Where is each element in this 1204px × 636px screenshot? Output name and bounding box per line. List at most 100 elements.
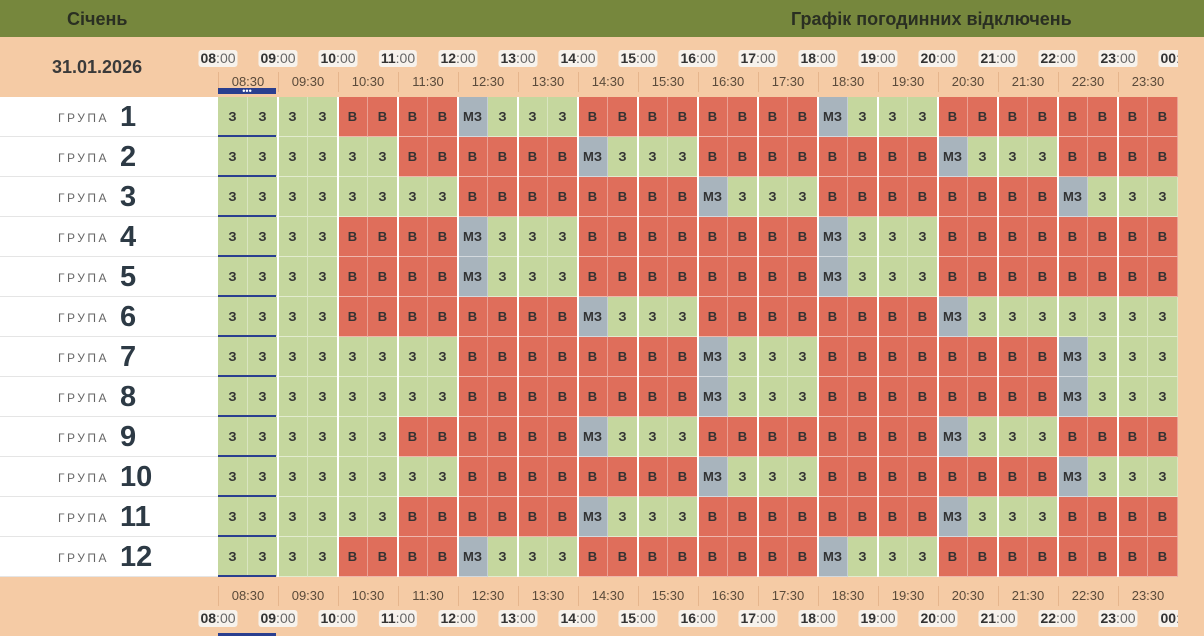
schedule-cell: З [788,177,818,217]
schedule-cell: З [218,337,248,377]
hour-label-19: 19:00 [858,50,898,67]
schedule-cell: З [848,97,878,137]
current-slot-underline [218,375,276,377]
schedule-cell: В [668,377,698,417]
schedule-cell: З [308,177,338,217]
schedule-cell: В [428,497,458,537]
hour-label-09: 09:00 [258,50,298,67]
schedule-cell: З [428,337,458,377]
schedule-cell: В [968,377,998,417]
hour-separator [338,586,339,606]
schedule-cell: В [1148,137,1178,177]
schedule-cell: МЗ [458,97,488,137]
schedule-cell: З [278,297,308,337]
hour-separator [458,586,459,606]
schedule-cell: З [338,417,368,457]
schedule-cell: З [218,497,248,537]
schedule-cell: З [638,297,668,337]
schedule-cell: В [458,417,488,457]
schedule-cell: З [248,337,278,377]
schedule-cell: В [698,497,728,537]
schedule-cell: В [578,177,608,217]
schedule-cell: З [338,337,368,377]
half-hour-label: 08:30 [231,588,265,603]
hour-label-23: 23:00 [1098,50,1138,67]
schedule-cell: З [278,457,308,497]
schedule-cell: В [428,297,458,337]
schedule-cell: В [458,337,488,377]
schedule-cell: МЗ [698,377,728,417]
schedule-cell: В [608,257,638,297]
schedule-cell: В [758,137,788,177]
schedule-cell: В [1088,97,1118,137]
schedule-cell: В [578,217,608,257]
half-hour-label: 18:30 [831,588,865,603]
schedule-cell: З [218,377,248,417]
schedule-cell: В [848,177,878,217]
time-header-top: 08:00 09:00 10:00 11:00 12:00 13:00 14:00 15:00… [198,37,1198,97]
schedule-cell: З [218,537,248,577]
group-number: 9 [120,421,137,453]
schedule-cell: В [608,537,638,577]
half-hour-label: 18:30 [831,74,865,89]
half-hour-label: 15:30 [651,588,685,603]
hour-label-16: 16:00 [678,50,718,67]
schedule-cell: З [338,137,368,177]
schedule-cell: В [998,537,1028,577]
schedule-cell: З [848,537,878,577]
schedule-cell: В [998,97,1028,137]
hour-label-18: 18:00 [798,50,838,67]
schedule-cell: З [308,97,338,137]
schedule-cell: В [638,177,668,217]
schedule-cell: З [638,497,668,537]
schedule-cell: В [1148,537,1178,577]
half-hour-label: 11:30 [412,74,444,89]
hour-separator [758,586,759,606]
schedule-cell: В [1058,217,1088,257]
half-hour-label: 15:30 [651,74,685,89]
hour-separator [218,586,219,606]
schedule-cell: В [758,417,788,457]
hour-gridline [637,97,639,577]
hour-gridline [697,97,699,577]
half-hour-label: 13:30 [531,588,565,603]
schedule-cell: В [728,297,758,337]
hour-separator [518,72,519,92]
schedule-cell: В [398,497,428,537]
schedule-cell: В [458,137,488,177]
schedule-cell: В [578,457,608,497]
schedule-cell: МЗ [578,417,608,457]
schedule-cell: З [878,217,908,257]
schedule-cell: В [638,337,668,377]
date-cell: 31.01.2026 [0,37,218,97]
schedule-cell: МЗ [458,537,488,577]
page-title: Графік погодинних відключень [791,9,1072,29]
schedule-cell: В [638,97,668,137]
schedule-cell: В [758,217,788,257]
schedule-cell: МЗ [578,297,608,337]
schedule-cell: З [248,537,278,577]
schedule-cell: В [488,457,518,497]
schedule-cell: З [218,457,248,497]
schedule-cell: З [1088,457,1118,497]
current-time-marker-bottom [218,633,276,636]
schedule-cell: В [968,337,998,377]
schedule-cell: В [728,97,758,137]
group-word: ГРУПА [58,271,109,285]
schedule-cell: З [518,257,548,297]
schedule-cell: В [968,177,998,217]
half-hour-label: 21:30 [1011,588,1045,603]
schedule-cell: В [488,337,518,377]
schedule-cell: В [698,537,728,577]
schedule-cell: З [1118,457,1148,497]
schedule-cell: В [488,137,518,177]
schedule-cell: З [878,97,908,137]
schedule-cell: З [608,417,638,457]
schedule-cell: В [1088,537,1118,577]
schedule-cell: З [368,137,398,177]
hour-gridline [517,97,519,577]
schedule-cell: В [1058,497,1088,537]
schedule-cell: В [1058,417,1088,457]
schedule-cell: МЗ [938,497,968,537]
schedule-cell: З [308,257,338,297]
